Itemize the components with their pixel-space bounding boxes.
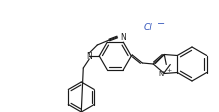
Text: N: N: [158, 71, 163, 77]
Text: −: −: [157, 19, 165, 29]
Text: N: N: [87, 52, 92, 61]
Text: N: N: [120, 33, 126, 42]
Text: Cl: Cl: [144, 22, 153, 31]
Text: +: +: [166, 67, 171, 72]
